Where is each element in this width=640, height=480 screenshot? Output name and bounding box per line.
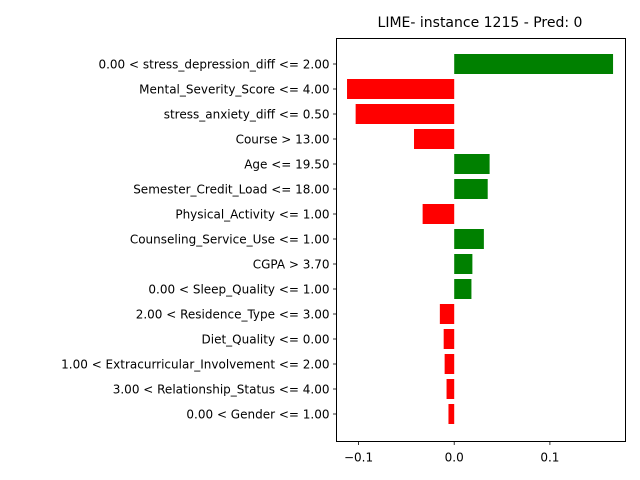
y-tick-label-6: Physical_Activity <= 1.00 — [175, 207, 329, 221]
bar-13 — [446, 379, 455, 399]
y-tick-label-3: Course > 13.00 — [236, 132, 330, 146]
bar-10 — [439, 304, 455, 324]
y-tick-label-8: CGPA > 3.70 — [253, 257, 330, 271]
bar-6 — [422, 204, 455, 224]
bar-12 — [444, 354, 455, 374]
y-tick-label-13: 3.00 < Relationship_Status <= 4.00 — [113, 382, 330, 396]
x-axis: −0.1 0.0 0.1 — [344, 441, 559, 465]
y-tick-label-2: stress_anxiety_diff <= 0.50 — [164, 107, 330, 121]
y-tick-label-5: Semester_Credit_Load <= 18.00 — [133, 182, 329, 196]
y-tick-label-9: 0.00 < Sleep_Quality <= 1.00 — [148, 282, 329, 296]
bar-3 — [414, 129, 455, 149]
bar-2 — [355, 104, 455, 124]
x-tick-label-2: 0.1 — [540, 451, 559, 465]
bar-7 — [454, 229, 484, 249]
y-tick-label-10: 2.00 < Residence_Type <= 3.00 — [136, 307, 330, 321]
bars-group — [347, 54, 614, 424]
y-axis: 0.00 < stress_depression_diff <= 2.00 Men… — [61, 57, 337, 421]
x-tick-label-0: −0.1 — [344, 451, 373, 465]
bar-11 — [443, 329, 455, 349]
bar-5 — [454, 179, 488, 199]
bar-0 — [454, 54, 614, 74]
bar-14 — [448, 404, 455, 424]
y-tick-label-11: Diet_Quality <= 0.00 — [202, 332, 330, 346]
bar-8 — [454, 254, 473, 274]
bar-4 — [454, 154, 490, 174]
y-tick-label-14: 0.00 < Gender <= 1.00 — [186, 407, 329, 421]
y-tick-label-0: 0.00 < stress_depression_diff <= 2.00 — [98, 57, 329, 71]
bar-9 — [454, 279, 472, 299]
y-tick-label-1: Mental_Severity_Score <= 4.00 — [139, 82, 329, 96]
chart-title: LIME- instance 1215 - Pred: 0 — [378, 15, 583, 31]
bar-1 — [347, 79, 455, 99]
x-tick-label-1: 0.0 — [445, 451, 464, 465]
y-tick-label-7: Counseling_Service_Use <= 1.00 — [130, 232, 330, 246]
y-tick-label-12: 1.00 < Extracurricular_Involvement <= 2.… — [61, 357, 329, 371]
y-tick-label-4: Age <= 19.50 — [244, 157, 329, 171]
plot-frame — [336, 38, 626, 442]
